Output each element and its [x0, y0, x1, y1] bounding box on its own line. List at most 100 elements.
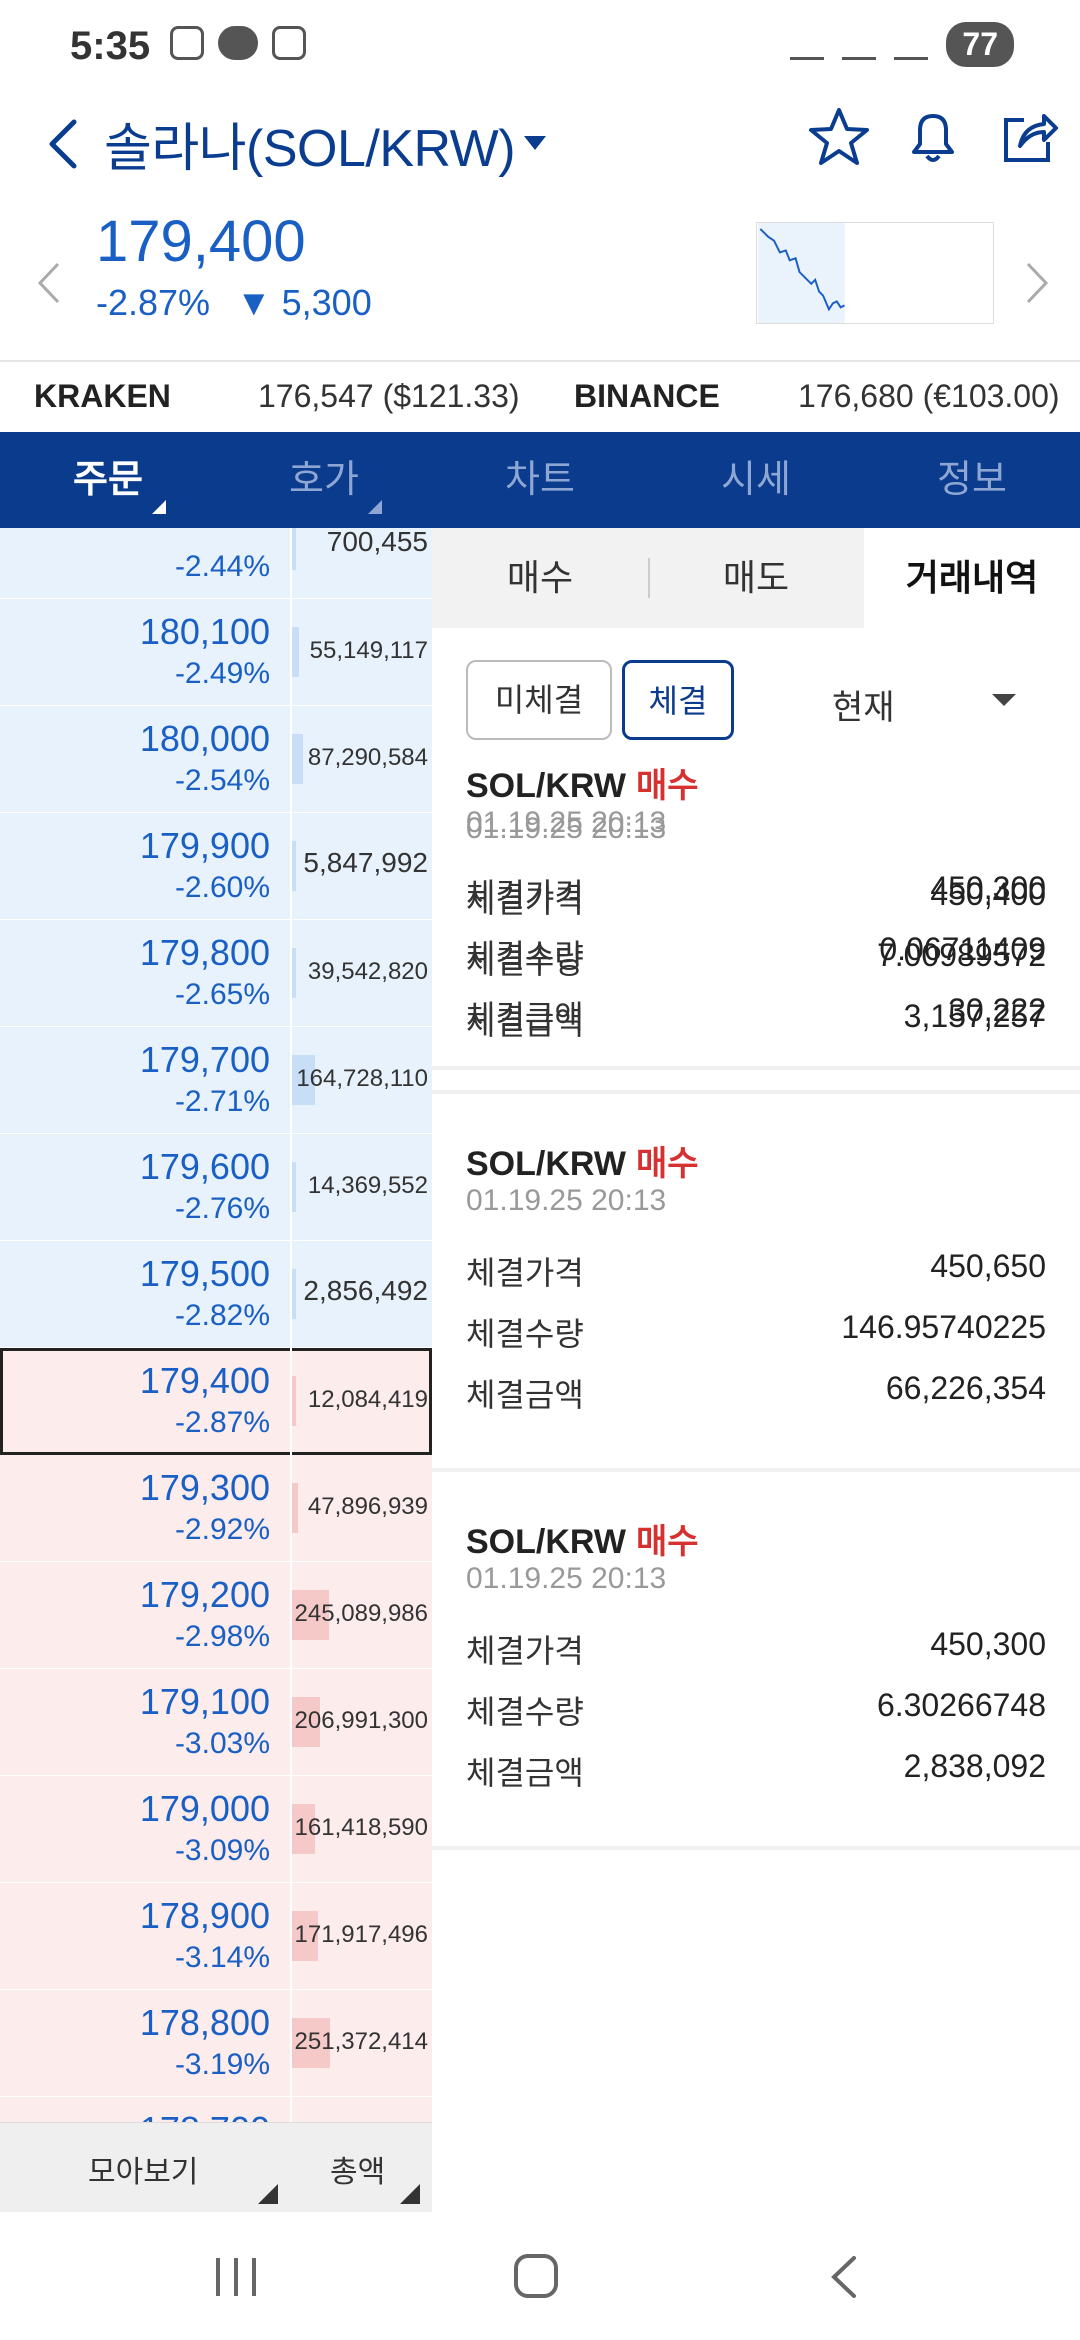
- segment-sell[interactable]: 매도: [722, 557, 790, 598]
- volume-bar: [292, 1483, 298, 1533]
- orderbook-row[interactable]: 180,000 -2.54% 87,290,584: [0, 706, 432, 813]
- orderbook-qty: 164,728,110: [296, 1065, 428, 1092]
- filled-button[interactable]: 체결: [622, 660, 734, 740]
- home-icon[interactable]: [514, 2254, 558, 2298]
- trade-label: 체결금액: [466, 999, 584, 1035]
- total-toggle-button[interactable]: 총액: [330, 2156, 386, 2189]
- orderbook-row[interactable]: 179,400 -2.87% 12,084,419: [0, 1348, 432, 1455]
- orderbook-percent: -2.71%: [174, 1085, 270, 1118]
- orderbook-qty-cell: 14,369,552: [290, 1134, 432, 1241]
- orderbook-qty-cell: 12,084,419: [290, 1348, 432, 1455]
- segment-buy[interactable]: 매수: [506, 557, 574, 598]
- tab-market[interactable]: 시세: [648, 432, 864, 528]
- tab-order[interactable]: 주문: [0, 432, 216, 528]
- coin-select[interactable]: 현재: [832, 689, 895, 727]
- order-segment: 매수 매도 거래내역: [432, 528, 1080, 628]
- back-icon[interactable]: [36, 114, 96, 174]
- trade-pair: SOL/KRW 매수: [466, 758, 699, 807]
- group-view-button[interactable]: 모아보기: [88, 2156, 199, 2189]
- trade-value: 450,650: [930, 1248, 1046, 1284]
- orderbook-row[interactable]: 179,500 -2.82% 2,856,492: [0, 1241, 432, 1348]
- tab-info[interactable]: 정보: [864, 432, 1080, 528]
- orderbook-qty: 251,372,414: [294, 2028, 428, 2055]
- trade-label: 체결수량: [466, 1694, 584, 1730]
- trade-time: 01.19.25 20:13: [466, 1562, 667, 1595]
- orderbook-percent: -2.76%: [174, 1192, 270, 1225]
- volume-bar: [292, 627, 299, 677]
- trade-label: 체결수량: [466, 938, 584, 974]
- volume-bar: [292, 528, 296, 570]
- divider: [648, 558, 650, 598]
- orderbook-percent: -2.92%: [174, 1513, 270, 1546]
- orderbook-percent: -2.44%: [174, 550, 270, 583]
- volume-bar: [292, 1590, 329, 1640]
- chevron-down-icon[interactable]: [992, 694, 1016, 706]
- volume-bar: [292, 1804, 315, 1854]
- volume-bar: [292, 1911, 318, 1961]
- nav-back-icon[interactable]: [826, 2252, 862, 2302]
- trade-value: 30,222: [948, 992, 1046, 1028]
- orderbook-qty-cell: 164,728,110: [290, 1027, 432, 1134]
- trade-label: 체결가격: [466, 1255, 584, 1291]
- orderbook-price: 178,800: [139, 2002, 270, 2043]
- orderbook-qty-cell: 700,455: [290, 528, 432, 599]
- orderbook-percent: -2.49%: [174, 657, 270, 690]
- volume-bar: [292, 841, 296, 891]
- orderbook-row[interactable]: 179,900 -2.60% 5,847,992: [0, 813, 432, 920]
- orderbook-row[interactable]: 180,100 -2.49% 55,149,117: [0, 599, 432, 706]
- orderbook-qty: 206,991,300: [294, 1707, 428, 1734]
- trade-label: 체결금액: [466, 1005, 584, 1041]
- bell-icon[interactable]: [900, 104, 966, 170]
- next-coin-icon[interactable]: [1022, 258, 1052, 308]
- orderbook-price: 179,300: [139, 1467, 270, 1508]
- caret-down-icon[interactable]: [522, 132, 548, 154]
- trade-value: 3,157,257: [903, 998, 1046, 1034]
- order-panel: 매수 매도 거래내역 미체결 체결 현재 01.19.25 20:13 체결가격 4…: [432, 528, 1080, 2212]
- orderbook-row[interactable]: 178,700: [0, 2097, 432, 2122]
- orderbook-row[interactable]: 179,300 -2.92% 47,896,939: [0, 1455, 432, 1562]
- orderbook-percent: -2.98%: [174, 1620, 270, 1653]
- unfilled-button[interactable]: 미체결: [466, 660, 612, 740]
- mini-price-chart[interactable]: [756, 222, 994, 324]
- trade-label: 체결가격: [466, 877, 584, 913]
- orderbook-price: 179,600: [139, 1146, 270, 1187]
- orderbook-footer: 모아보기 총액: [0, 2122, 432, 2212]
- orderbook-qty-cell: [290, 2097, 432, 2122]
- orderbook-qty-cell: 55,149,117: [290, 599, 432, 706]
- tab-orderbook[interactable]: 호가: [216, 432, 432, 528]
- tab-chart[interactable]: 차트: [432, 432, 648, 528]
- trade-value: 450,300: [930, 1626, 1046, 1662]
- orderbook-price: 179,000: [139, 1788, 270, 1829]
- orderbook-row[interactable]: 178,900 -3.14% 171,917,496: [0, 1883, 432, 1990]
- orderbook-qty: 39,542,820: [307, 958, 428, 985]
- orderbook-qty: 87,290,584: [307, 744, 428, 771]
- trade-time: 01.19.25 20:13: [466, 812, 667, 845]
- tab-label: 호가: [289, 459, 359, 501]
- orderbook-row[interactable]: 179,800 -2.65% 39,542,820: [0, 920, 432, 1027]
- orderbook-row[interactable]: 179,600 -2.76% 14,369,552: [0, 1134, 432, 1241]
- orderbook-qty-cell: 251,372,414: [290, 1990, 432, 2097]
- orderbook-row[interactable]: 179,700 -2.71% 164,728,110: [0, 1027, 432, 1134]
- orderbook-row[interactable]: 179,100 -3.03% 206,991,300: [0, 1669, 432, 1776]
- share-icon[interactable]: [994, 104, 1060, 170]
- prev-coin-icon[interactable]: [34, 258, 64, 308]
- star-icon[interactable]: [806, 104, 872, 170]
- trade-item: SOL/KRW 매수 01.19.25 20:13 체결가격 450,300 체결수량 6.…: [432, 1472, 1080, 1850]
- orderbook-row[interactable]: 178,800 -3.19% 251,372,414: [0, 1990, 432, 2097]
- orderbook-row[interactable]: 179,000 -3.09% 161,418,590: [0, 1776, 432, 1883]
- tab-label: 정보: [937, 459, 1007, 501]
- orderbook-price: 180,000: [139, 718, 270, 759]
- volume-bar: [292, 948, 296, 998]
- corner-menu-icon: [400, 2184, 420, 2204]
- trade-label: 체결수량: [466, 944, 584, 980]
- status-bar: 5:35 77: [0, 0, 1080, 96]
- trade-value: 450,400: [930, 876, 1046, 912]
- trade-value: 2,838,092: [903, 1748, 1046, 1784]
- recent-apps-icon[interactable]: [216, 2258, 256, 2296]
- segment-history[interactable]: 거래내역: [864, 528, 1080, 628]
- orderbook-percent: -2.87%: [174, 1406, 270, 1439]
- orderbook-row[interactable]: 179,200 -2.98% 245,089,986: [0, 1562, 432, 1669]
- orderbook-row[interactable]: -2.44% 700,455: [0, 528, 432, 599]
- page-title[interactable]: 솔라나(SOL/KRW): [104, 120, 516, 178]
- orderbook-percent: -3.03%: [174, 1727, 270, 1760]
